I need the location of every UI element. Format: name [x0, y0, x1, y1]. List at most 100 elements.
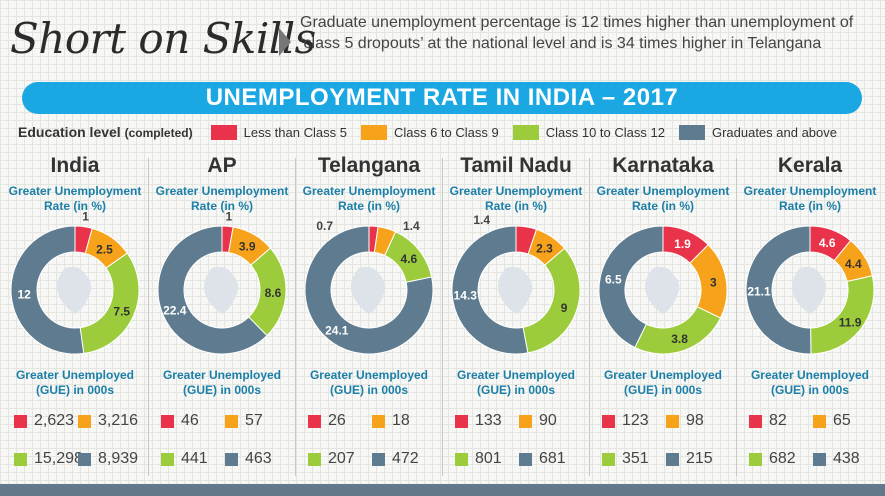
panel-divider [148, 158, 149, 476]
gue-swatch [14, 414, 27, 428]
gue-number: 26 [328, 412, 346, 429]
region-panel-karnataka: Karnataka Greater Unemployment Rate (in %… [590, 150, 736, 480]
gue-number: 351 [622, 450, 649, 467]
slice-value-label: 3 [710, 276, 717, 290]
gue-swatch [749, 414, 762, 428]
gue-swatch [519, 414, 532, 428]
gue-swatch [455, 452, 468, 466]
gue-swatch [372, 452, 385, 466]
region-name: India [50, 154, 100, 177]
region-panel-ap: AP Greater Unemployment Rate (in %) 1 3.9 8.… [149, 150, 295, 480]
donut-slice-graduates-and-above [598, 225, 664, 349]
gue-swatch [161, 414, 174, 428]
gue-number: 441 [181, 450, 208, 467]
slice-value-label: 3.8 [671, 332, 688, 346]
slice-value-label: 4.6 [819, 236, 836, 250]
gue-swatch [225, 414, 238, 428]
infographic-title: Short on Skills [10, 14, 316, 63]
gue-number: 682 [769, 450, 796, 467]
legend: Education level (completed) Less than Cl… [18, 122, 851, 142]
legend-swatch [512, 124, 539, 140]
region-map-icon [57, 266, 92, 314]
gue-value-graduates-and-above: 438 [813, 450, 860, 468]
legend-lead-text: Education level [18, 124, 121, 140]
slice-value-label: 3.9 [239, 240, 256, 254]
gue-values: 46 57 441 463 [149, 412, 295, 472]
gue-value-graduates-and-above: 463 [225, 450, 272, 468]
gue-number: 3,216 [98, 412, 139, 429]
gue-number: 65 [833, 412, 851, 429]
gue-swatch [78, 452, 91, 466]
region-name: Kerala [777, 154, 843, 177]
panel-divider [589, 158, 590, 476]
slice-value-label: 2.3 [536, 242, 553, 256]
gue-swatch [666, 452, 679, 466]
gue-value-class-6-to-class-9: 3,216 [78, 412, 138, 430]
legend-item: Class 10 to Class 12 [512, 124, 665, 140]
region-panel-tamil-nadu: Tamil Nadu Greater Unemployment Rate (in … [443, 150, 589, 480]
rate-caption: Greater Unemployment Rate (in %) [743, 184, 877, 213]
gue-value-class-10-to-class-12: 801 [455, 450, 502, 468]
infographic-subtitle: Graduate unemployment percentage is 12 t… [300, 14, 854, 52]
slice-value-label: 21.1 [747, 284, 771, 298]
gue-value-less-than-class-5: 82 [749, 412, 787, 430]
rate-caption: Greater Unemployment Rate (in %) [155, 184, 289, 213]
gue-number: 57 [245, 412, 263, 429]
gue-number: 15,298 [34, 450, 83, 467]
legend-lead-note: (completed) [124, 126, 193, 140]
donut-chart: 1 2.5 7.5 12 [10, 212, 140, 355]
slice-value-label: 11.9 [839, 315, 862, 329]
gue-number: 98 [686, 412, 704, 429]
gue-swatch [602, 414, 615, 428]
gue-values: 82 65 682 438 [737, 412, 883, 472]
gue-value-less-than-class-5: 133 [455, 412, 502, 430]
donut-slice-class-10-to-class-12 [79, 252, 140, 354]
gue-number: 438 [833, 450, 860, 467]
gue-swatch [519, 452, 532, 466]
region-map-icon [645, 266, 680, 314]
gue-number: 8,939 [98, 450, 139, 467]
gue-value-less-than-class-5: 2,623 [14, 412, 74, 430]
gue-values: 2,623 3,216 15,298 8,939 [2, 412, 148, 472]
gue-value-class-10-to-class-12: 207 [308, 450, 355, 468]
gue-caption: Greater Unemployed (GUE) in 000s [309, 368, 429, 397]
gue-value-graduates-and-above: 215 [666, 450, 713, 468]
slice-value-label: 12 [17, 287, 31, 301]
legend-label: Graduates and above [711, 124, 837, 140]
slice-value-label: 6.5 [605, 273, 622, 287]
chart-banner: UNEMPLOYMENT RATE IN INDIA – 2017 [22, 82, 862, 114]
gue-value-class-6-to-class-9: 18 [372, 412, 410, 430]
legend-lead: Education level (completed) [18, 124, 193, 140]
arrow-icon [279, 28, 291, 56]
slice-value-label: 24.1 [325, 324, 349, 338]
gue-value-class-6-to-class-9: 57 [225, 412, 263, 430]
gue-caption: Greater Unemployed (GUE) in 000s [456, 368, 576, 397]
legend-item: Class 6 to Class 9 [360, 124, 499, 140]
region-panel-telangana: Telangana Greater Unemployment Rate (in %… [296, 150, 442, 480]
region-map-icon [498, 266, 533, 314]
gue-swatch [813, 414, 826, 428]
gue-swatch [813, 452, 826, 466]
gue-value-class-10-to-class-12: 682 [749, 450, 796, 468]
gue-swatch [666, 414, 679, 428]
gue-value-less-than-class-5: 46 [161, 412, 199, 430]
slice-value-label: 7.5 [113, 304, 130, 318]
gue-values: 26 18 207 472 [296, 412, 442, 472]
gue-value-class-10-to-class-12: 351 [602, 450, 649, 468]
gue-swatch [308, 452, 321, 466]
gue-number: 463 [245, 450, 272, 467]
slice-value-label: 1.4 [403, 219, 420, 233]
region-panel-india: India Greater Unemployment Rate (in %) 1 2.… [2, 150, 148, 480]
slice-value-label: 22.4 [163, 303, 187, 317]
gue-values: 133 90 801 681 [443, 412, 589, 472]
region-map-icon [792, 266, 827, 314]
rate-caption: Greater Unemployment Rate (in %) [8, 184, 142, 213]
gue-value-class-6-to-class-9: 98 [666, 412, 704, 430]
slice-value-label: 1 [225, 212, 232, 223]
gue-number: 215 [686, 450, 713, 467]
gue-caption: Greater Unemployed (GUE) in 000s [15, 368, 135, 397]
gue-swatch [308, 414, 321, 428]
donut-slice-graduates-and-above [157, 225, 268, 355]
gue-value-graduates-and-above: 472 [372, 450, 419, 468]
gue-value-class-6-to-class-9: 90 [519, 412, 557, 430]
